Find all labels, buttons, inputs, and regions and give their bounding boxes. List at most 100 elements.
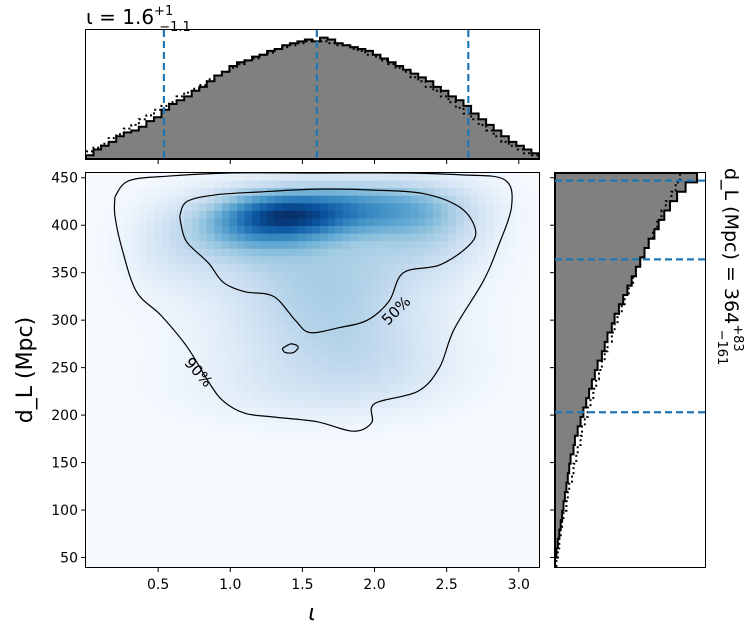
heatmap-cell xyxy=(440,551,449,561)
heatmap-cell xyxy=(184,316,193,326)
heatmap-cell xyxy=(282,362,291,371)
heatmap-cell xyxy=(169,513,178,523)
heatmap-cell xyxy=(478,483,487,492)
heatmap-cell xyxy=(403,286,412,295)
heatmap-cell xyxy=(191,173,200,182)
heatmap-cell xyxy=(289,445,298,454)
heatmap-cell xyxy=(531,226,539,235)
heatmap-cell xyxy=(138,559,147,567)
heatmap-cell xyxy=(395,506,404,515)
heatmap-cell xyxy=(418,233,427,242)
heatmap-cell xyxy=(214,324,223,333)
heatmap-cell xyxy=(108,385,117,394)
heatmap-cell xyxy=(86,415,95,424)
heatmap-cell xyxy=(108,339,117,348)
heatmap-cell xyxy=(101,286,110,295)
heatmap-cell xyxy=(478,203,487,212)
heatmap-cell xyxy=(372,180,382,189)
heatmap-cell xyxy=(433,423,442,432)
heatmap-cell xyxy=(380,173,389,182)
heatmap-cell xyxy=(388,468,397,477)
heatmap-cell xyxy=(101,521,110,530)
heatmap-cell xyxy=(229,233,238,242)
heatmap-cell xyxy=(463,370,472,379)
heatmap-cell xyxy=(471,195,480,204)
heatmap-cell xyxy=(516,294,525,303)
heatmap-cell xyxy=(508,256,517,265)
heatmap-cell xyxy=(244,400,253,409)
heatmap-cell xyxy=(448,226,457,235)
heatmap-cell xyxy=(516,476,525,485)
heatmap-cell xyxy=(146,529,155,538)
heatmap-cell xyxy=(244,377,253,386)
heatmap-cell xyxy=(365,218,374,227)
heatmap-cell xyxy=(153,407,163,417)
heatmap-cell xyxy=(357,423,366,432)
heatmap-cell xyxy=(372,203,382,212)
heatmap-cell xyxy=(312,203,321,212)
heatmap-cell xyxy=(199,279,208,288)
heatmap-cell xyxy=(229,407,238,417)
heatmap-cell xyxy=(116,294,125,303)
heatmap-cell xyxy=(418,301,427,310)
heatmap-cell xyxy=(206,407,215,417)
heatmap-cell xyxy=(410,309,419,318)
heatmap-cell xyxy=(350,521,359,530)
heatmap-cell xyxy=(471,513,480,523)
heatmap-cell xyxy=(425,483,434,492)
heatmap-cell xyxy=(304,286,314,295)
heatmap-cell xyxy=(86,279,95,288)
heatmap-cell xyxy=(312,233,321,242)
heatmap-cell xyxy=(267,271,276,280)
heatmap-cell xyxy=(523,453,533,462)
heatmap-cell xyxy=(320,286,329,295)
heatmap-cell xyxy=(146,415,155,424)
heatmap-cell xyxy=(297,460,306,470)
heatmap-cell xyxy=(214,301,223,310)
heatmap-cell xyxy=(335,286,344,295)
heatmap-cell xyxy=(297,248,306,257)
heatmap-cell xyxy=(93,362,102,371)
heatmap-cell xyxy=(516,263,525,273)
heatmap-cell xyxy=(297,483,306,492)
heatmap-cell xyxy=(108,309,117,318)
heatmap-cell xyxy=(463,332,472,341)
heatmap-cell xyxy=(86,400,95,409)
heatmap-cell xyxy=(372,483,382,492)
heatmap-cell xyxy=(93,453,102,462)
heatmap-cell xyxy=(108,453,117,462)
heatmap-cell xyxy=(229,354,238,364)
heatmap-cell xyxy=(199,491,208,500)
heatmap-cell xyxy=(410,513,419,523)
heatmap-cell xyxy=(274,415,283,424)
heatmap-cell xyxy=(516,498,525,507)
heatmap-cell xyxy=(395,271,404,280)
heatmap-cell xyxy=(267,498,276,507)
heatmap-cell xyxy=(161,339,170,348)
heatmap-cell xyxy=(108,438,117,447)
heatmap-cell xyxy=(176,279,185,288)
heatmap-cell xyxy=(478,241,487,250)
heatmap-cell xyxy=(252,506,261,515)
heatmap-cell xyxy=(327,180,336,189)
heatmap-cell xyxy=(357,521,366,530)
heatmap-cell xyxy=(425,279,434,288)
heatmap-cell xyxy=(312,385,321,394)
heatmap-cell xyxy=(501,423,510,432)
heatmap-cell xyxy=(176,544,185,553)
heatmap-cell xyxy=(146,316,155,326)
heatmap-cell xyxy=(123,498,132,507)
heatmap-cell xyxy=(448,513,457,523)
heatmap-cell xyxy=(425,271,434,280)
heatmap-cell xyxy=(486,324,495,333)
heatmap-cell xyxy=(365,521,374,530)
heatmap-cell xyxy=(221,498,231,507)
heatmap-cell xyxy=(199,188,208,197)
heatmap-cell xyxy=(101,551,110,561)
heatmap-cell xyxy=(214,551,223,561)
heatmap-cell xyxy=(395,332,404,341)
heatmap-cell xyxy=(350,476,359,485)
heatmap-cell xyxy=(138,551,147,561)
top-marginal-ticks xyxy=(157,159,520,164)
heatmap-cell xyxy=(274,256,283,265)
